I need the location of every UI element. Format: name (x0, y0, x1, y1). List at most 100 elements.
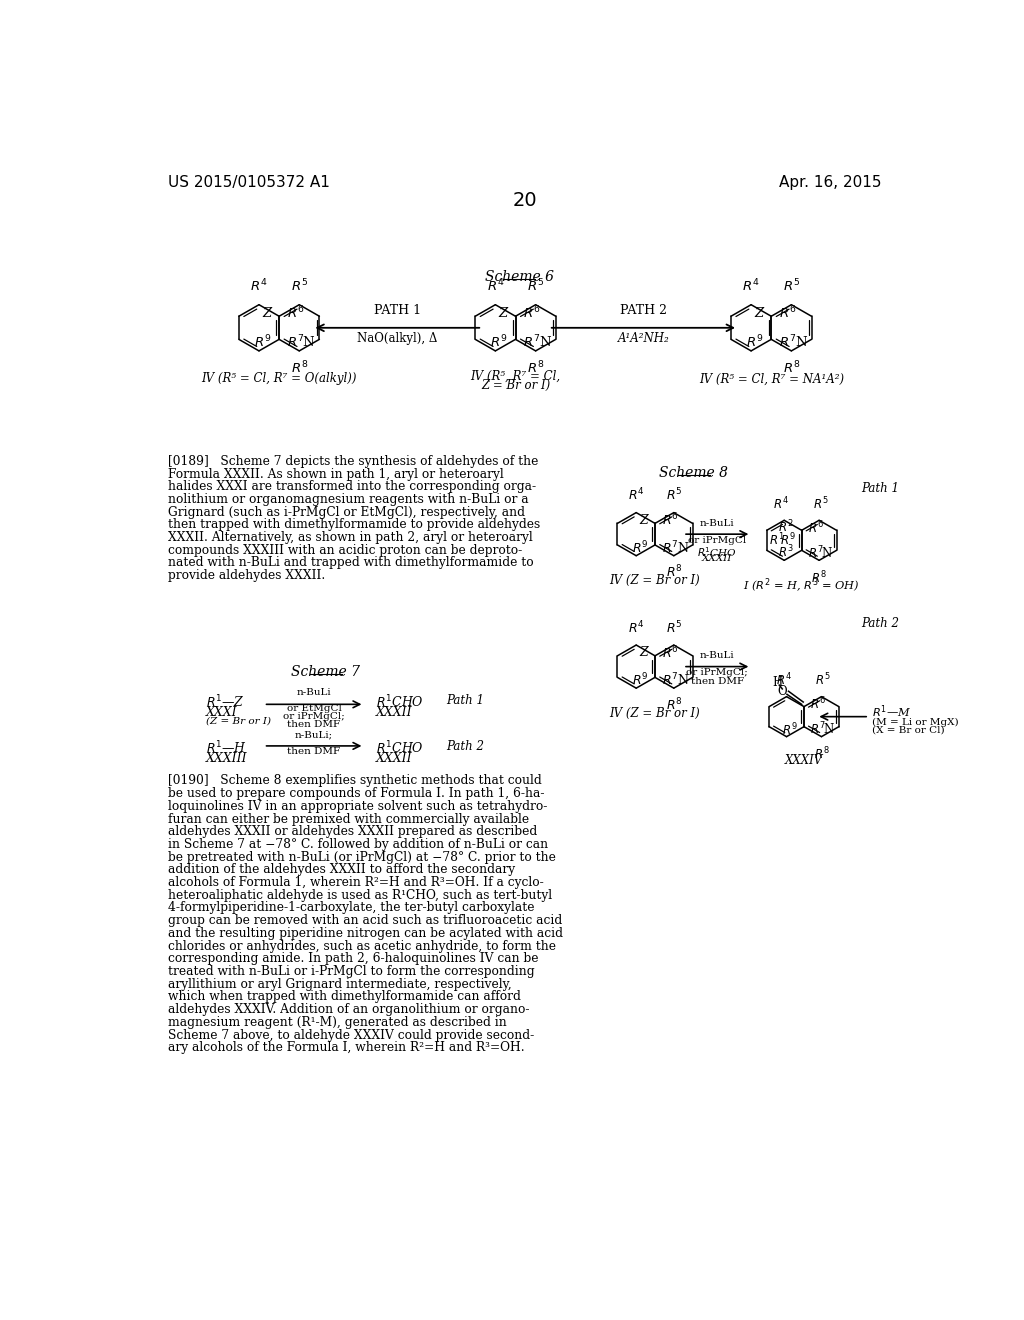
Text: compounds XXXIII with an acidic proton can be deproto-: compounds XXXIII with an acidic proton c… (168, 544, 522, 557)
Text: XXXIII: XXXIII (206, 752, 247, 766)
Text: Z: Z (755, 306, 764, 319)
Text: heteroaliphatic aldehyde is used as R¹CHO, such as tert-butyl: heteroaliphatic aldehyde is used as R¹CH… (168, 888, 552, 902)
Text: $R^8$: $R^8$ (666, 697, 682, 713)
Text: I ($R^2$ = H, $R^3$ = OH): I ($R^2$ = H, $R^3$ = OH) (743, 577, 860, 595)
Text: $R^7$: $R^7$ (662, 672, 678, 689)
Text: (X = Br or Cl): (X = Br or Cl) (872, 726, 945, 735)
Text: IV (Z = Br or I): IV (Z = Br or I) (609, 574, 700, 587)
Text: $R^7$: $R^7$ (523, 334, 541, 351)
Text: (M = Li or MgX): (M = Li or MgX) (872, 718, 958, 726)
Text: Z = Br or I): Z = Br or I) (481, 379, 550, 392)
Text: $R^8$: $R^8$ (814, 746, 829, 763)
Text: $R^1$: $R^1$ (769, 531, 784, 548)
Text: treated with n-BuLi or i-PrMgCl to form the corresponding: treated with n-BuLi or i-PrMgCl to form … (168, 965, 535, 978)
Text: Scheme 8: Scheme 8 (659, 466, 728, 480)
Text: 20: 20 (512, 191, 538, 210)
Text: nolithium or organomagnesium reagents with n-BuLi or a: nolithium or organomagnesium reagents wi… (168, 492, 529, 506)
Text: $R^6$: $R^6$ (779, 305, 797, 322)
Text: nated with n-BuLi and trapped with dimethylformamide to: nated with n-BuLi and trapped with dimet… (168, 557, 534, 569)
Text: or iPrMgCl;: or iPrMgCl; (283, 711, 345, 721)
Text: $R^5$: $R^5$ (291, 279, 308, 294)
Text: XXXII. Alternatively, as shown in path 2, aryl or heteroaryl: XXXII. Alternatively, as shown in path 2… (168, 531, 534, 544)
Text: IV (R⁵ = Cl, R⁷ = NA¹A²): IV (R⁵ = Cl, R⁷ = NA¹A²) (698, 372, 844, 385)
Text: Path 2: Path 2 (445, 739, 483, 752)
Text: n-BuLi: n-BuLi (297, 689, 332, 697)
Text: US 2015/0105372 A1: US 2015/0105372 A1 (168, 176, 330, 190)
Text: [0190]   Scheme 8 exemplifies synthetic methods that could: [0190] Scheme 8 exemplifies synthetic me… (168, 775, 542, 788)
Text: Z: Z (639, 647, 648, 659)
Text: and the resulting piperidine nitrogen can be acylated with acid: and the resulting piperidine nitrogen ca… (168, 927, 563, 940)
Text: Z: Z (262, 306, 271, 319)
Text: A¹A²NH₂: A¹A²NH₂ (617, 333, 670, 346)
Text: then trapped with dimethylformamide to provide aldehydes: then trapped with dimethylformamide to p… (168, 519, 541, 532)
Text: Path 1: Path 1 (861, 482, 899, 495)
Text: N: N (821, 546, 831, 560)
Text: Grignard (such as i-PrMgCl or EtMgCl), respectively, and: Grignard (such as i-PrMgCl or EtMgCl), r… (168, 506, 525, 519)
Text: XXXII: XXXII (702, 554, 732, 564)
Text: n-BuLi: n-BuLi (699, 519, 734, 528)
Text: $R^7$: $R^7$ (662, 540, 678, 556)
Text: Scheme 6: Scheme 6 (485, 271, 554, 284)
Text: Scheme 7 above, to aldehyde XXXIV could provide second-: Scheme 7 above, to aldehyde XXXIV could … (168, 1028, 535, 1041)
Text: N: N (795, 337, 807, 350)
Text: aldehydes XXXIV. Addition of an organolithium or organo-: aldehydes XXXIV. Addition of an organoli… (168, 1003, 529, 1016)
Text: IV (Z = Br or I): IV (Z = Br or I) (609, 706, 700, 719)
Text: XXXII: XXXII (376, 752, 413, 766)
Text: or iPrMgCl;: or iPrMgCl; (686, 668, 749, 677)
Text: chlorides or anhydrides, such as acetic anhydride, to form the: chlorides or anhydrides, such as acetic … (168, 940, 556, 953)
Text: $R^5$: $R^5$ (783, 279, 800, 294)
Text: addition of the aldehydes XXXII to afford the secondary: addition of the aldehydes XXXII to affor… (168, 863, 515, 876)
Text: $R^9$: $R^9$ (780, 531, 796, 548)
Text: XXXII: XXXII (376, 706, 413, 719)
Text: then DMF: then DMF (288, 719, 341, 729)
Text: $R^7$: $R^7$ (287, 334, 304, 351)
Text: be pretreated with n-BuLi (or iPrMgCl) at −78° C. prior to the: be pretreated with n-BuLi (or iPrMgCl) a… (168, 850, 556, 863)
Text: $R^5$: $R^5$ (666, 619, 682, 636)
Text: O: O (777, 685, 787, 698)
Text: $R^1$—M: $R^1$—M (872, 704, 911, 721)
Text: $R^9$: $R^9$ (490, 334, 508, 351)
Text: $R^8$: $R^8$ (811, 570, 827, 586)
Text: N: N (539, 337, 551, 350)
Text: provide aldehydes XXXII.: provide aldehydes XXXII. (168, 569, 326, 582)
Text: $R^1$CHO: $R^1$CHO (697, 545, 737, 558)
Text: $R^8$: $R^8$ (527, 360, 545, 376)
Text: $R^6$: $R^6$ (808, 520, 823, 536)
Text: PATH 1: PATH 1 (374, 304, 421, 317)
Text: then DMF: then DMF (288, 747, 341, 756)
Text: $R^5$: $R^5$ (666, 487, 682, 503)
Text: $R^7$: $R^7$ (810, 721, 825, 738)
Text: or EtMgCl: or EtMgCl (287, 705, 341, 713)
Text: furan can either be premixed with commercially available: furan can either be premixed with commer… (168, 813, 529, 825)
Text: $R^4$: $R^4$ (773, 495, 790, 512)
Text: Z: Z (639, 513, 648, 527)
Text: 4-formylpiperidine-1-carboxylate, the ter-butyl carboxylate: 4-formylpiperidine-1-carboxylate, the te… (168, 902, 535, 915)
Text: N: N (677, 675, 688, 686)
Text: $R^1$—Z: $R^1$—Z (206, 693, 245, 710)
Text: $R^1$CHO: $R^1$CHO (376, 739, 424, 756)
Text: Z: Z (499, 306, 508, 319)
Text: $R^6$: $R^6$ (662, 512, 679, 528)
Text: $R^8$: $R^8$ (291, 360, 308, 376)
Text: corresponding amide. In path 2, 6-haloquinolines IV can be: corresponding amide. In path 2, 6-haloqu… (168, 952, 539, 965)
Text: H: H (772, 676, 782, 689)
Text: Path 1: Path 1 (445, 693, 483, 706)
Text: then DMF: then DMF (690, 677, 743, 686)
Text: $R^6$: $R^6$ (287, 305, 304, 322)
Text: NaO(alkyl), Δ: NaO(alkyl), Δ (357, 333, 437, 346)
Text: $R^1$CHO: $R^1$CHO (376, 693, 424, 710)
Text: Apr. 16, 2015: Apr. 16, 2015 (779, 176, 882, 190)
Text: PATH 2: PATH 2 (620, 304, 667, 317)
Text: $R^5$: $R^5$ (815, 672, 830, 688)
Text: IV (R⁵ = Cl, R⁷ = O(alkyl)): IV (R⁵ = Cl, R⁷ = O(alkyl)) (202, 372, 357, 385)
Text: $R^8$: $R^8$ (666, 564, 682, 581)
Text: or iPrMgCl: or iPrMgCl (688, 536, 746, 545)
Text: $R^8$: $R^8$ (782, 360, 800, 376)
Text: Scheme 7: Scheme 7 (291, 665, 360, 678)
Text: $R^4$: $R^4$ (486, 279, 504, 294)
Text: alcohols of Formula 1, wherein R²=H and R³=OH. If a cyclo-: alcohols of Formula 1, wherein R²=H and … (168, 876, 544, 890)
Text: $R^5$: $R^5$ (527, 279, 544, 294)
Text: $R^9$: $R^9$ (632, 672, 648, 689)
Text: which when trapped with dimethylformamide can afford: which when trapped with dimethylformamid… (168, 990, 521, 1003)
Text: $R^6$: $R^6$ (810, 696, 826, 713)
